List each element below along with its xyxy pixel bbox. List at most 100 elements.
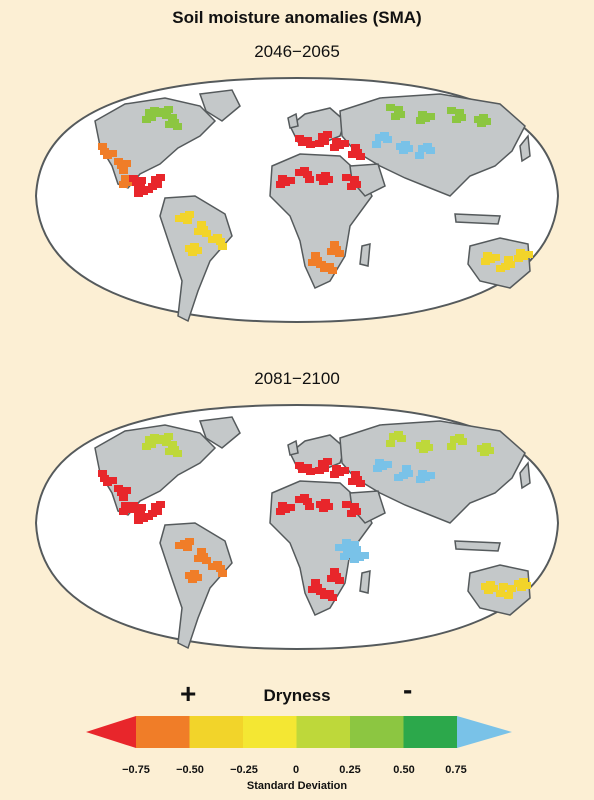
landmass-indonesia	[454, 213, 501, 225]
grid-cell	[121, 175, 130, 182]
grid-cell	[335, 469, 344, 476]
grid-cell	[190, 570, 199, 577]
grid-cell	[197, 221, 206, 228]
grid-cell	[447, 443, 456, 450]
grid-cell	[416, 117, 425, 124]
grid-cell	[516, 249, 525, 256]
grid-cell	[216, 565, 225, 572]
colorbar	[86, 716, 512, 748]
grid-cell	[325, 263, 334, 270]
grid-cell	[98, 143, 107, 150]
grid-cell	[319, 505, 328, 512]
grid-cell	[375, 459, 384, 466]
grid-cell	[108, 150, 117, 157]
grid-cell	[98, 470, 107, 477]
grid-cell	[147, 441, 156, 448]
grid-cell	[305, 176, 314, 183]
tick-label: 0.25	[339, 764, 361, 776]
grid-cell	[137, 504, 146, 511]
anomaly-patch-siberia	[386, 104, 491, 127]
grid-cell	[416, 476, 425, 483]
grid-cell	[148, 510, 157, 517]
grid-cell	[137, 177, 146, 184]
grid-cell	[218, 243, 227, 250]
grid-cell	[426, 113, 435, 120]
grid-cell	[324, 176, 333, 183]
landmass-madagascar	[359, 243, 371, 267]
colorbar-segment	[403, 716, 458, 748]
grid-cell	[121, 502, 130, 509]
grid-cell	[360, 552, 369, 559]
grid-cell	[162, 439, 171, 446]
grid-cell	[519, 253, 528, 260]
grid-cell	[328, 594, 337, 601]
grid-cell	[340, 467, 349, 474]
grid-cell	[447, 107, 456, 114]
grid-cell	[194, 228, 203, 235]
grid-cell	[317, 588, 326, 595]
tick-label: −0.50	[176, 764, 204, 776]
grid-cell	[342, 501, 351, 508]
grid-cell	[450, 436, 459, 443]
grid-cell	[159, 108, 168, 115]
grid-cell	[175, 542, 184, 549]
grid-cell	[317, 261, 326, 268]
landmass-australia	[467, 237, 531, 289]
grid-cell	[383, 461, 392, 468]
grid-cell	[380, 132, 389, 139]
grid-cell	[399, 147, 408, 154]
grid-cell	[491, 254, 500, 261]
grid-cell	[421, 474, 430, 481]
grid-cell	[165, 448, 174, 455]
landmass-madagascar	[359, 570, 371, 594]
grid-cell	[168, 441, 177, 448]
grid-cell	[315, 140, 324, 147]
grid-cell	[295, 462, 304, 469]
page-title: Soil moisture anomalies (SMA)	[172, 8, 422, 27]
grid-cell	[117, 489, 126, 496]
grid-cell	[180, 213, 189, 220]
grid-cell	[335, 544, 344, 551]
grid-cell	[185, 211, 194, 218]
grid-cell	[316, 174, 325, 181]
grid-cell	[389, 433, 398, 440]
grid-cell	[139, 188, 148, 195]
grid-cell	[519, 578, 528, 585]
grid-cell	[340, 140, 349, 147]
grid-cell	[421, 115, 430, 122]
grid-cell	[330, 471, 339, 478]
anomaly-patch-east-africa	[335, 539, 369, 563]
tick-label: −0.25	[230, 764, 258, 776]
grid-cell	[202, 230, 211, 237]
grid-cell	[378, 463, 387, 470]
grid-cell	[483, 252, 492, 259]
anomaly-patch-siberia	[386, 431, 494, 456]
grid-cell	[308, 259, 317, 266]
grid-cell	[188, 249, 197, 256]
grid-cell	[148, 183, 157, 190]
anomaly-patch-north-america-north	[142, 433, 182, 457]
grid-cell	[308, 586, 317, 593]
grid-cell	[197, 548, 206, 555]
tick-label: 0	[292, 764, 300, 776]
grid-cell	[325, 590, 334, 597]
grid-cell	[303, 464, 312, 471]
grid-cell	[320, 465, 329, 472]
grid-cell	[117, 162, 126, 169]
grid-cell	[480, 449, 489, 456]
grid-cell	[168, 114, 177, 121]
grid-cell	[298, 139, 307, 146]
grid-cell	[119, 167, 128, 174]
grid-cell	[295, 496, 304, 503]
grid-cell	[504, 256, 513, 263]
grid-cell	[153, 181, 162, 188]
grid-cell	[330, 144, 339, 151]
grid-cell	[318, 460, 327, 467]
grid-cell	[183, 544, 192, 551]
grid-cell	[373, 465, 382, 472]
grid-cell	[281, 179, 290, 186]
colorbar-segment	[136, 716, 190, 748]
grid-cell	[426, 147, 435, 154]
grid-cell	[485, 447, 494, 454]
grid-cell	[202, 557, 211, 564]
